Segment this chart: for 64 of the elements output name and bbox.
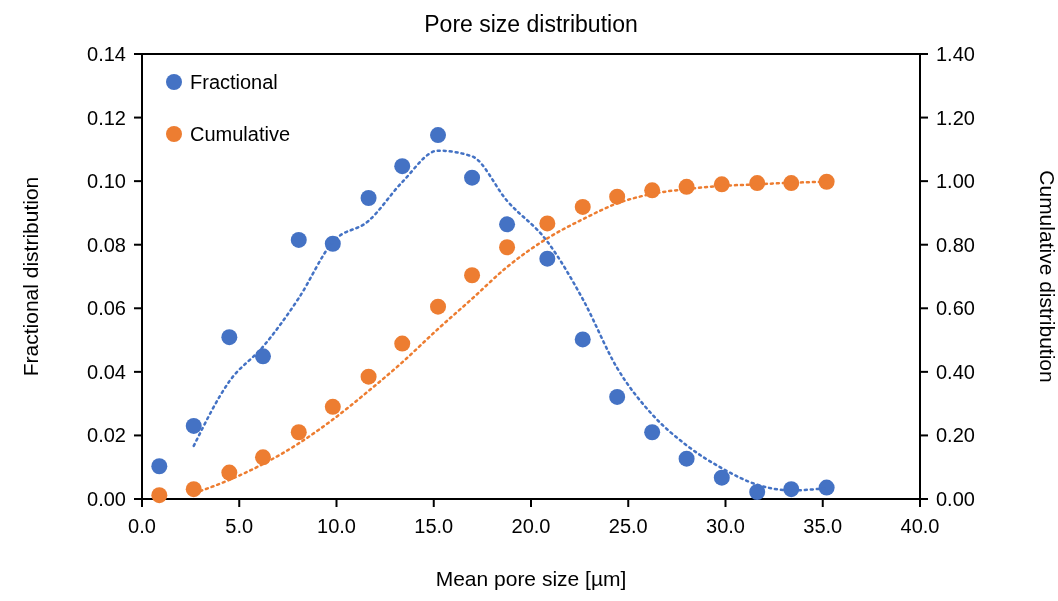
- point: [574, 198, 591, 215]
- x-tick-label: 15.0: [414, 515, 454, 537]
- point: [818, 479, 835, 496]
- point: [394, 335, 411, 352]
- point: [430, 298, 447, 315]
- point: [678, 450, 695, 467]
- y-tick-label: 0.04: [87, 360, 126, 383]
- y-axis-title: Fractional distribution: [19, 176, 42, 377]
- y-tick-label: 0.06: [87, 297, 126, 320]
- x-tick-label: 30.0: [706, 515, 745, 537]
- x-tick-label: 35.0: [803, 515, 843, 537]
- x-tick-label: 0.0: [128, 515, 156, 537]
- x-axis-title: Mean pore size [µm]: [435, 567, 627, 590]
- point: [221, 329, 238, 346]
- point: [749, 175, 766, 192]
- point: [609, 388, 626, 405]
- point: [151, 458, 168, 475]
- point: [644, 424, 661, 441]
- y2-tick-label: 1.20: [936, 106, 975, 129]
- point: [539, 215, 556, 232]
- x-tick-label: 40.0: [900, 515, 940, 537]
- y-tick-label: 0.02: [87, 424, 126, 447]
- point: [499, 216, 516, 233]
- point: [290, 424, 307, 441]
- point: [290, 231, 307, 248]
- y2-tick-label: 0.40: [936, 360, 975, 383]
- point: [609, 188, 626, 205]
- x-tick-label: 20.0: [511, 515, 551, 537]
- point: [464, 267, 481, 284]
- x-tick-label: 25.0: [608, 515, 648, 537]
- x-tick-label: 10.0: [317, 515, 356, 537]
- point: [254, 348, 271, 365]
- y2-tick-label: 1.40: [936, 43, 975, 65]
- point: [221, 464, 238, 481]
- y-tick-label: 0.12: [87, 106, 126, 129]
- legend-label: Fractional: [190, 71, 278, 93]
- point: [360, 189, 377, 206]
- point: [499, 239, 516, 256]
- legend-label: Cumulative: [190, 123, 291, 145]
- point: [713, 469, 730, 486]
- point: [151, 487, 168, 504]
- point: [818, 173, 835, 190]
- point: [464, 169, 481, 186]
- y2-axis-title: Cumulative distribution: [1036, 170, 1058, 383]
- y2-tick-label: 0.00: [936, 488, 975, 510]
- y-tick-label: 0.08: [87, 233, 126, 256]
- point: [324, 398, 341, 415]
- point: [185, 417, 202, 434]
- y2-tick-label: 0.80: [936, 233, 975, 256]
- y-tick-label: 0.10: [87, 170, 126, 193]
- y-tick-label: 0.14: [87, 43, 126, 65]
- point: [749, 484, 766, 501]
- chart-title: Pore size distribution: [424, 11, 638, 37]
- x-tick-label: 5.0: [225, 515, 254, 537]
- point: [360, 368, 377, 385]
- y-tick-label: 0.00: [87, 488, 126, 510]
- y2-tick-label: 1.00: [936, 170, 975, 193]
- point: [539, 250, 556, 267]
- y2-tick-label: 0.20: [936, 424, 975, 447]
- point: [430, 127, 447, 144]
- y2-tick-label: 0.60: [936, 297, 975, 320]
- point: [394, 158, 411, 175]
- point: [185, 481, 202, 498]
- point: [574, 331, 591, 348]
